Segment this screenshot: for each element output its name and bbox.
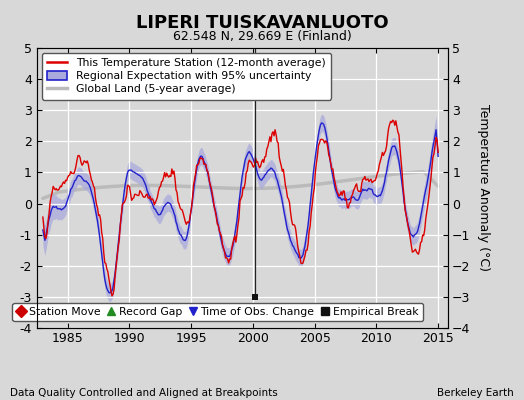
Text: 62.548 N, 29.669 E (Finland): 62.548 N, 29.669 E (Finland) xyxy=(172,30,352,43)
Text: Data Quality Controlled and Aligned at Breakpoints: Data Quality Controlled and Aligned at B… xyxy=(10,388,278,398)
Legend: Station Move, Record Gap, Time of Obs. Change, Empirical Break: Station Move, Record Gap, Time of Obs. C… xyxy=(13,302,423,321)
Text: LIPERI TUISKAVANLUOTO: LIPERI TUISKAVANLUOTO xyxy=(136,14,388,32)
Text: Berkeley Earth: Berkeley Earth xyxy=(437,388,514,398)
Y-axis label: Temperature Anomaly (°C): Temperature Anomaly (°C) xyxy=(477,104,490,272)
